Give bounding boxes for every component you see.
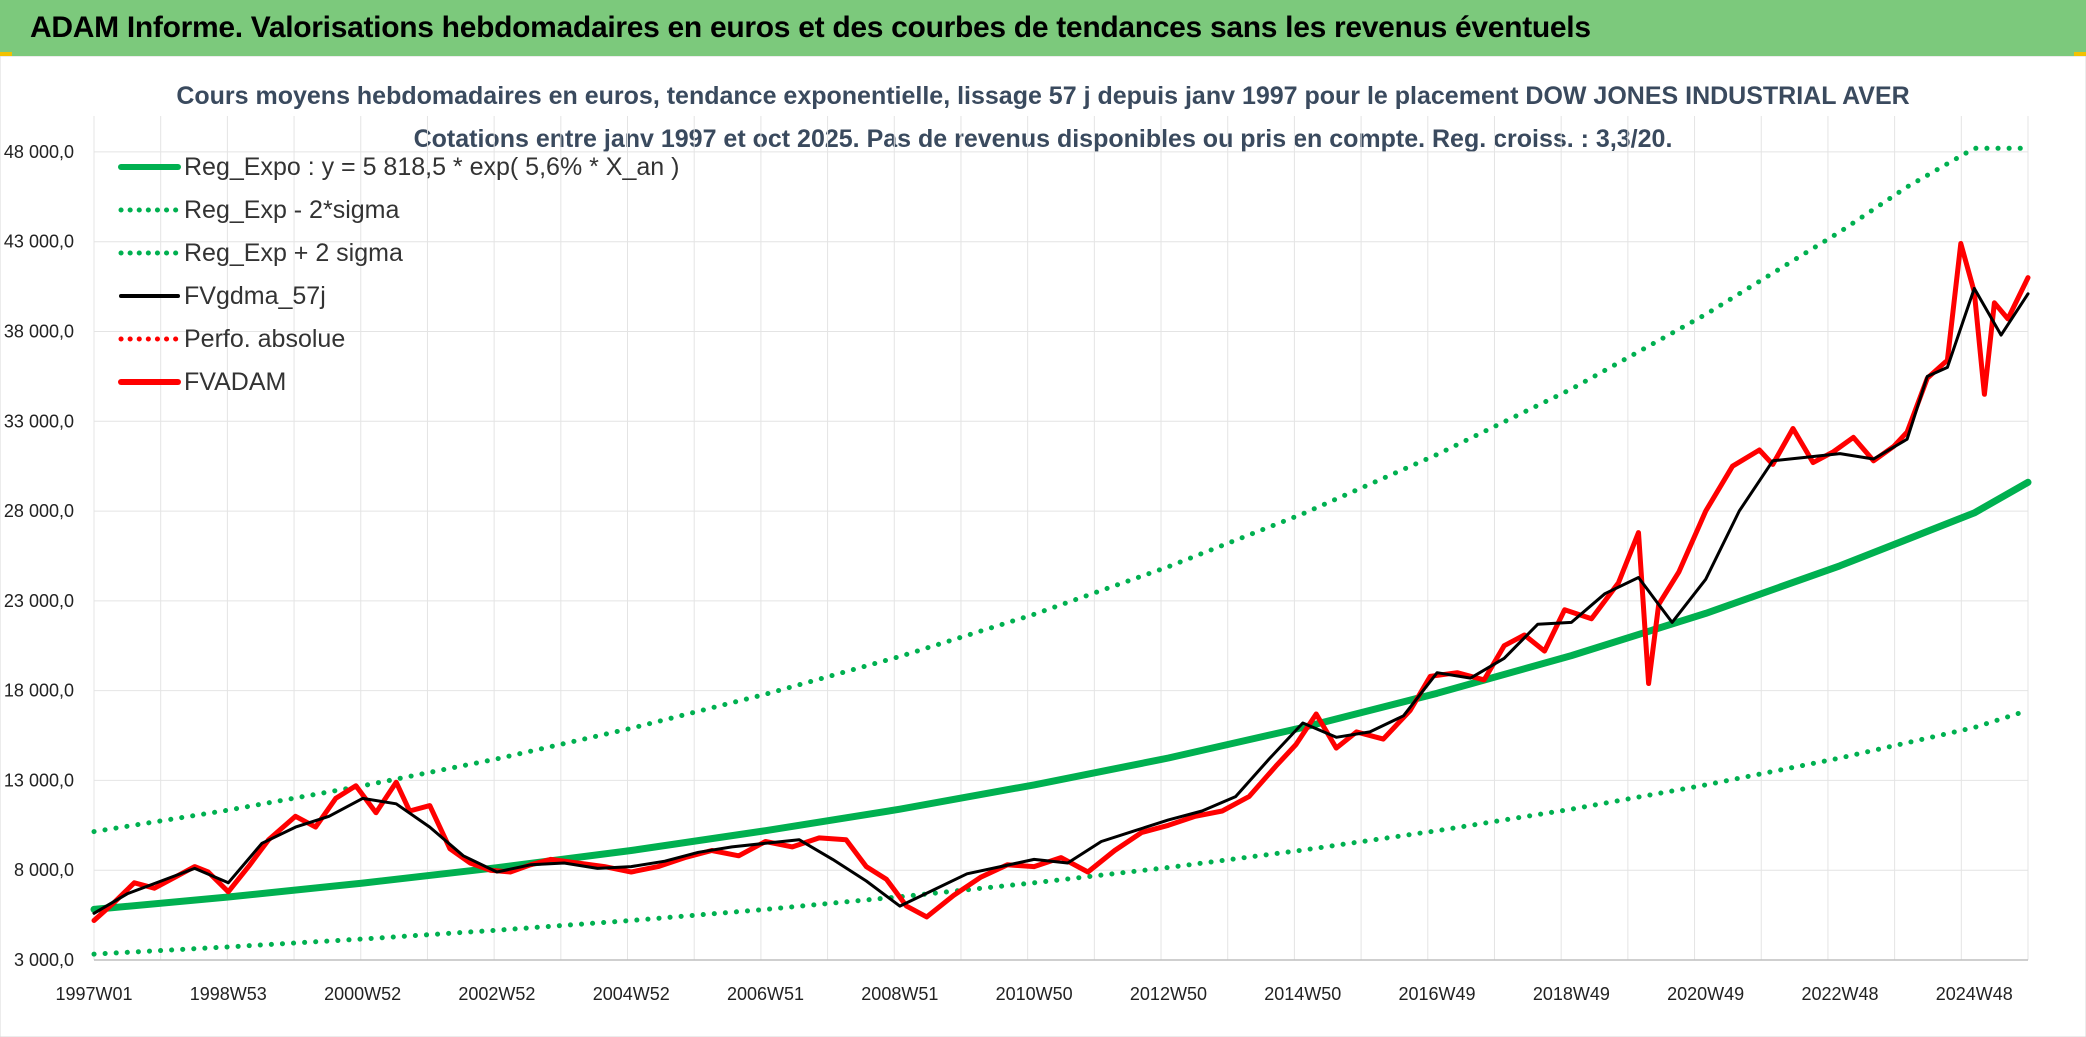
y-tick-label: 43 000,0 bbox=[4, 232, 74, 252]
x-tick-label: 2024W48 bbox=[1936, 984, 2013, 1004]
legend-entry-4: Perfo. absolue bbox=[184, 325, 345, 353]
legend-entry-2: Reg_Exp + 2 sigma bbox=[184, 239, 403, 267]
chart-title: Cours moyens hebdomadaires en euros, ten… bbox=[176, 82, 1909, 110]
y-tick-label: 28 000,0 bbox=[4, 501, 74, 521]
x-tick-label: 1998W53 bbox=[190, 984, 267, 1004]
x-tick-label: 2010W50 bbox=[996, 984, 1073, 1004]
y-tick-label: 38 000,0 bbox=[4, 321, 74, 341]
axis-labels: 3 000,0 8 000,0 13 000,0 18 000,0 23 000,0 28… bbox=[4, 142, 2028, 1004]
y-tick-label: 3 000,0 bbox=[14, 950, 74, 970]
x-tick-label: 1997W01 bbox=[55, 984, 132, 1004]
legend-entry-3: FVgdma_57j bbox=[184, 282, 326, 310]
x-tick-label: 2002W52 bbox=[458, 984, 535, 1004]
gridlines bbox=[93, 116, 2029, 961]
x-tick-label: 2000W52 bbox=[324, 984, 401, 1004]
series-line-1 bbox=[91, 707, 2031, 957]
y-tick-label: 33 000,0 bbox=[4, 411, 74, 431]
report-title: ADAM Informe. Valorisations hebdomadaire… bbox=[30, 11, 1591, 44]
y-tick-label: 8 000,0 bbox=[14, 860, 74, 880]
legend: Reg_Expo : y = 5 818,5 * exp( 5,6% * X_a… bbox=[118, 153, 679, 396]
series-line-5 bbox=[91, 241, 2031, 923]
x-tick-label: 2016W49 bbox=[1399, 984, 1476, 1004]
series-line-0 bbox=[90, 478, 2032, 913]
y-tick-label: 23 000,0 bbox=[4, 591, 74, 611]
y-tick-label: 18 000,0 bbox=[4, 681, 74, 701]
x-tick-label: 2018W49 bbox=[1533, 984, 1610, 1004]
chart-subtitle: Cotations entre janv 1997 et oct 2025. P… bbox=[414, 125, 1673, 153]
x-tick-label: 2012W50 bbox=[1130, 984, 1207, 1004]
report-banner: ADAM Informe. Valorisations hebdomadaire… bbox=[0, 0, 2086, 56]
y-tick-label: 48 000,0 bbox=[4, 142, 74, 162]
x-tick-label: 2006W51 bbox=[727, 984, 804, 1004]
legend-entry-5: FVADAM bbox=[184, 368, 286, 396]
x-tick-label: 2022W48 bbox=[1801, 984, 1878, 1004]
legend-entry-1: Reg_Exp - 2*sigma bbox=[184, 196, 399, 224]
x-tick-label: 2004W52 bbox=[593, 984, 670, 1004]
series-line-2 bbox=[91, 145, 2031, 835]
y-tick-label: 13 000,0 bbox=[4, 770, 74, 790]
series-lines bbox=[90, 145, 2032, 957]
x-tick-label: 2014W50 bbox=[1264, 984, 1341, 1004]
legend-entry-0: Reg_Expo : y = 5 818,5 * exp( 5,6% * X_a… bbox=[184, 153, 679, 181]
dow-jones-chart: Cours moyens hebdomadaires en euros, ten… bbox=[0, 56, 2086, 1037]
x-tick-label: 2008W51 bbox=[861, 984, 938, 1004]
series-line-3 bbox=[92, 286, 2030, 915]
x-tick-label: 2020W49 bbox=[1667, 984, 1744, 1004]
